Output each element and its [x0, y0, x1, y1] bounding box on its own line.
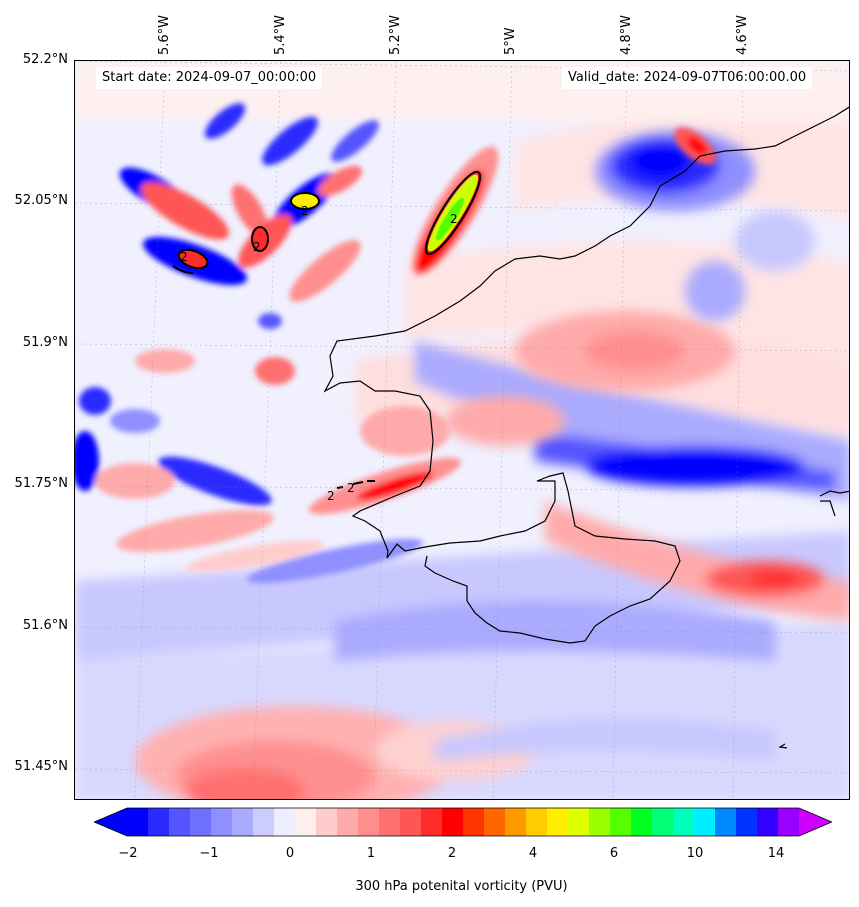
colorbar-segment: [337, 808, 359, 836]
colorbar-extend-under: [94, 808, 127, 836]
lon-label-5.6W: 5.6°W: [157, 14, 172, 55]
colorbar-segment: [694, 808, 716, 836]
colorbar-segment: [253, 808, 275, 836]
colorbar: [94, 807, 832, 837]
valid-date-label: Valid_date: 2024-09-07T06:00:00.00: [562, 67, 813, 89]
lat-label-52.05: 52.05°N: [14, 193, 68, 208]
colorbar-segment: [757, 808, 779, 836]
lat-label-52.2: 52.2°N: [22, 52, 68, 67]
lon-label-5W: 5°W: [503, 27, 518, 55]
colorbar-segment: [358, 808, 380, 836]
contour-label: 2: [450, 212, 458, 226]
colorbar-segment: [232, 808, 254, 836]
colorbar-segment: [274, 808, 296, 836]
colorbar-segment: [127, 808, 149, 836]
contour-label: 2: [301, 204, 309, 218]
colorbar-segment: [631, 808, 653, 836]
colorbar-extend-over: [799, 808, 832, 836]
lat-label-51.45: 51.45°N: [14, 759, 68, 774]
pv-field-map: 2 2 2 2 2 2: [75, 61, 849, 799]
colorbar-segment: [169, 808, 191, 836]
lon-label-5.4W: 5.4°W: [273, 14, 288, 55]
colorbar-segment: [190, 808, 212, 836]
lat-label-51.75: 51.75°N: [14, 476, 68, 491]
colorbar-segment: [736, 808, 758, 836]
colorbar-tick: 1: [366, 846, 376, 861]
colorbar-segment: [568, 808, 590, 836]
colorbar-segment: [673, 808, 695, 836]
colorbar-tick: 0: [285, 846, 295, 861]
colorbar-tick: −2: [118, 846, 138, 861]
colorbar-segment: [148, 808, 170, 836]
coastline: [323, 106, 849, 749]
colorbar-segment: [484, 808, 506, 836]
colorbar-outline: [94, 807, 832, 837]
colorbar-segment: [211, 808, 233, 836]
colorbar-segment: [652, 808, 674, 836]
colorbar-segment: [715, 808, 737, 836]
colorbar-tick: 4: [528, 846, 538, 861]
colorbar-tick: 2: [447, 846, 457, 861]
contour-label: 2: [347, 481, 355, 495]
contour-label: 2: [180, 250, 188, 264]
lat-label-51.9: 51.9°N: [22, 335, 68, 350]
start-date-label: Start date: 2024-09-07_00:00:00: [96, 67, 323, 89]
colorbar-segment: [295, 808, 317, 836]
colorbar-segment: [505, 808, 527, 836]
colorbar-segment: [421, 808, 443, 836]
colorbar-tick: 10: [686, 846, 704, 861]
colorbar-tick: −1: [199, 846, 219, 861]
colorbar-tick: 14: [767, 846, 785, 861]
colorbar-segment: [589, 808, 611, 836]
colorbar-segment: [442, 808, 464, 836]
contour-label: 2: [253, 240, 261, 254]
colorbar-segment: [463, 808, 485, 836]
colorbar-segment: [547, 808, 569, 836]
contour-label: 2: [327, 489, 335, 503]
colorbar-segment: [610, 808, 632, 836]
colorbar-segment: [379, 808, 401, 836]
lon-label-5.2W: 5.2°W: [388, 14, 403, 55]
lon-label-4.8W: 4.8°W: [619, 14, 634, 55]
colorbar-segment: [778, 808, 800, 836]
colorbar-segment: [400, 808, 422, 836]
colorbar-label: 300 hPa potenital vorticity (PVU): [355, 879, 568, 894]
map-panel: 2 2 2 2 2 2: [74, 60, 850, 800]
colorbar-segment: [316, 808, 338, 836]
colorbar-segment: [526, 808, 548, 836]
colorbar-tick: 6: [609, 846, 619, 861]
lon-label-4.6W: 4.6°W: [735, 14, 750, 55]
lat-label-51.6: 51.6°N: [22, 618, 68, 633]
